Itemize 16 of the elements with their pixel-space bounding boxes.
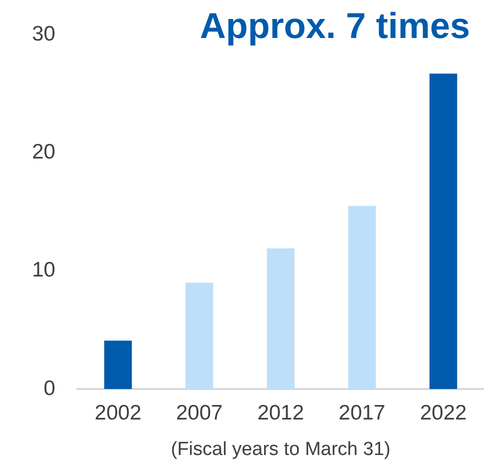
x-tick-label: 2002 bbox=[94, 401, 142, 424]
x-axis-title: (Fiscal years to March 31) bbox=[170, 438, 390, 460]
x-tick-label: 2022 bbox=[420, 401, 467, 424]
bar bbox=[186, 282, 214, 389]
bar bbox=[266, 248, 295, 389]
x-tick-label: 2007 bbox=[176, 401, 223, 424]
x-tick-label: 2017 bbox=[338, 401, 386, 424]
y-tick-label: 0 bbox=[44, 376, 56, 400]
y-tick-label: 30 bbox=[32, 22, 56, 46]
y-tick-label: 10 bbox=[32, 258, 56, 282]
y-tick-label: 20 bbox=[32, 140, 56, 164]
bar bbox=[348, 206, 376, 389]
x-tick-label: 2012 bbox=[257, 401, 304, 424]
annotation: Approx. 7 times bbox=[200, 4, 470, 46]
bar bbox=[104, 340, 132, 389]
bar bbox=[430, 74, 458, 389]
